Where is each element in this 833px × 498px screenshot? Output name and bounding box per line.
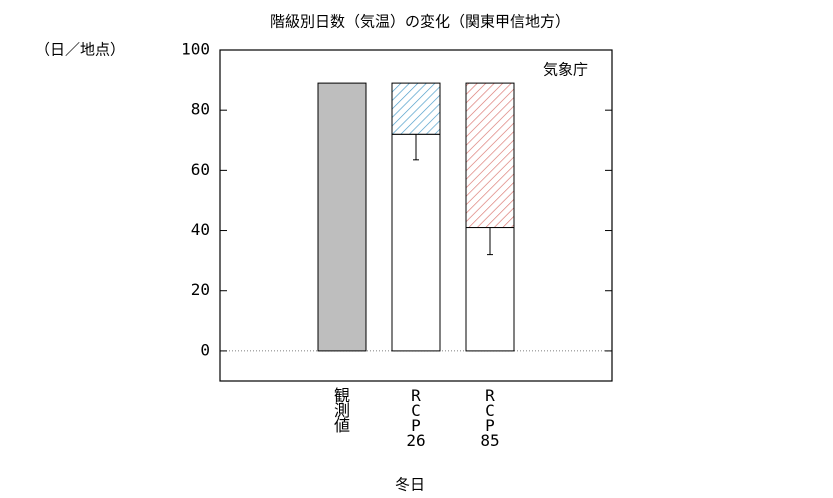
- y-unit: （日／地点）: [35, 41, 125, 59]
- y-tick-label: 40: [191, 220, 210, 239]
- x-tick-label: R C P 26: [406, 386, 425, 450]
- y-tick-label: 80: [191, 100, 210, 119]
- bar: [391, 82, 441, 135]
- plot-frame: [219, 49, 613, 382]
- y-tick-label: 20: [191, 280, 210, 299]
- x-tick-label: R C P 85: [480, 386, 499, 450]
- bar: [317, 82, 367, 352]
- x-axis-label: 冬日: [395, 476, 425, 494]
- bar: [391, 133, 441, 352]
- annotation: 気象庁: [543, 61, 588, 79]
- bar: [465, 82, 515, 229]
- x-tick-label: 観測値: [334, 386, 350, 435]
- y-tick-label: 100: [181, 40, 210, 59]
- chart-title: 階級別日数（気温）の変化（関東甲信地方）: [270, 13, 570, 31]
- y-tick-label: 0: [200, 340, 210, 359]
- y-tick-label: 60: [191, 160, 210, 179]
